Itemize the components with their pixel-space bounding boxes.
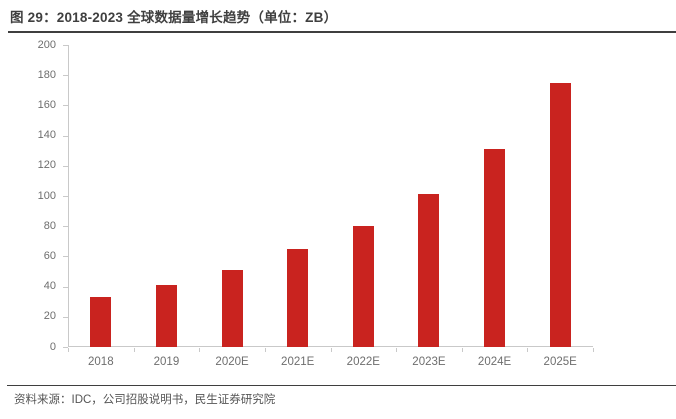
x-axis-tick	[199, 348, 201, 352]
y-axis-tick	[63, 135, 68, 137]
x-axis-tick	[461, 348, 463, 352]
y-axis-tick-label: 120	[37, 159, 56, 172]
x-axis-tick	[527, 348, 529, 352]
bar-2020e	[221, 269, 243, 347]
y-axis-tick-label: 180	[37, 68, 56, 81]
bar-2024e	[484, 149, 506, 347]
y-axis-tick	[63, 256, 68, 258]
footer-divider	[7, 385, 676, 386]
x-axis-category-label: 2020E	[215, 356, 249, 368]
bar-2025e	[549, 82, 571, 347]
y-axis-tick-label: 200	[37, 38, 56, 51]
bar-2022e	[352, 226, 374, 347]
x-axis-tick	[396, 348, 398, 352]
y-axis-tick-label: 60	[43, 249, 56, 262]
x-axis-tick	[68, 348, 69, 352]
x-axis-tick	[330, 348, 332, 352]
x-axis-category-label: 2021E	[281, 356, 315, 368]
x-axis-category-label: 2019	[153, 356, 180, 368]
y-axis-tick-label: 80	[43, 219, 56, 232]
y-axis-tick	[63, 316, 68, 318]
y-axis-tick	[63, 347, 68, 348]
bar-2018	[90, 297, 112, 347]
y-axis-tick-label: 160	[37, 98, 56, 111]
y-axis-tick-label: 40	[43, 280, 56, 293]
source-note: 资料来源：IDC，公司招股说明书，民生证券研究院	[14, 394, 276, 406]
x-axis-category-label: 2023E	[412, 356, 446, 368]
y-axis-tick	[63, 45, 68, 46]
y-axis-tick	[63, 165, 68, 167]
x-axis-tick	[133, 348, 135, 352]
x-axis-tick	[593, 348, 594, 352]
x-axis-category-label: 2018	[88, 356, 114, 368]
x-axis-category-label: 2024E	[477, 356, 512, 368]
y-axis-tick	[63, 105, 68, 107]
y-axis-tick	[63, 286, 68, 288]
figure-header: 图 29：2018-2023 全球数据量增长趋势（单位：ZB）	[8, 0, 676, 33]
y-axis-tick-label: 100	[37, 189, 56, 202]
y-axis-tick-label: 0	[49, 340, 56, 353]
x-axis-category-label: 2022E	[346, 356, 380, 368]
plot-frame	[68, 45, 593, 347]
y-axis-tick	[63, 226, 68, 228]
y-axis-tick	[63, 75, 68, 77]
bar-2023e	[418, 194, 440, 347]
y-axis-tick-label: 140	[37, 129, 56, 142]
y-axis-tick	[63, 196, 68, 197]
bar-2021e	[287, 248, 309, 347]
y-axis-tick-label: 20	[43, 310, 56, 323]
bar-2019	[155, 285, 177, 347]
x-axis-category-label: 2025E	[543, 356, 577, 368]
figure-title: 图 29：2018-2023 全球数据量增长趋势（单位：ZB）	[10, 10, 338, 25]
x-axis-tick	[264, 348, 266, 352]
